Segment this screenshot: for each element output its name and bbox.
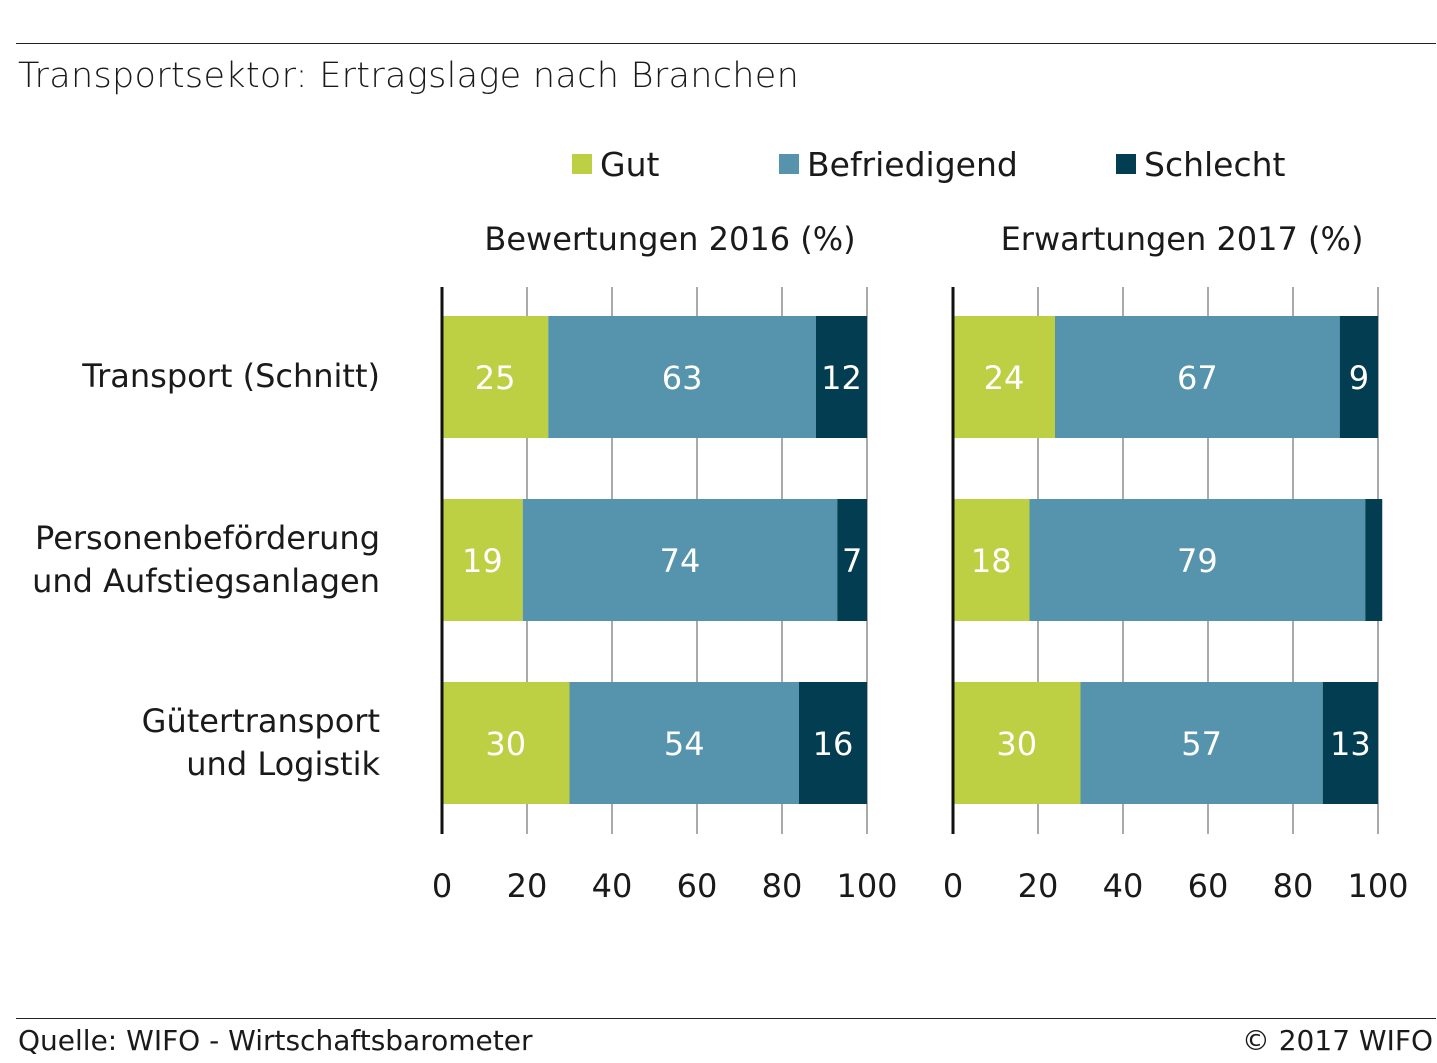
- legend-swatch-schlecht: [1116, 154, 1136, 174]
- bar-gut: [442, 316, 549, 438]
- legend-item-gut: Gut: [572, 144, 659, 184]
- x-tick-label: 60: [677, 867, 718, 905]
- panel-title-2016: Bewertungen 2016 (%): [484, 220, 856, 258]
- category-label-line: und Aufstiegsanlagen: [32, 562, 380, 600]
- category-label-line: und Logistik: [186, 745, 380, 783]
- data-label: 24: [984, 359, 1025, 397]
- data-label: 18: [971, 542, 1012, 580]
- data-label: 25: [475, 359, 516, 397]
- data-label: 7: [842, 542, 862, 580]
- bottom-rule: [16, 1018, 1436, 1019]
- category-label-line: Gütertransport: [141, 702, 380, 740]
- data-label: 67: [1177, 359, 1218, 397]
- x-tick-label: 20: [507, 867, 548, 905]
- bar-schlecht: [799, 682, 867, 804]
- footer-source: Quelle: WIFO - Wirtschaftsbarometer: [18, 1024, 533, 1057]
- data-label: 63: [662, 359, 703, 397]
- bar-befriedigend: [522, 499, 838, 621]
- panel-title-2017: Erwartungen 2017 (%): [1000, 220, 1364, 258]
- data-label: 16: [813, 725, 854, 763]
- legend-label-schlecht: Schlecht: [1144, 144, 1286, 184]
- x-tick-label: 40: [592, 867, 633, 905]
- bar-gut: [442, 499, 523, 621]
- bar-befriedigend: [548, 316, 816, 438]
- data-label: 13: [1330, 725, 1371, 763]
- x-tick-label: 60: [1188, 867, 1229, 905]
- data-label: 54: [664, 725, 705, 763]
- legend-item-schlecht: Schlecht: [1116, 144, 1285, 184]
- data-label: 57: [1181, 725, 1222, 763]
- data-label: 74: [660, 542, 701, 580]
- category-label-line: Personenbeförderung: [35, 519, 380, 557]
- x-tick-label: 80: [1273, 867, 1314, 905]
- x-tick-label: 0: [943, 867, 963, 905]
- category-label-guetertransport: Gütertransport und Logistik: [142, 700, 380, 786]
- x-tick-label: 40: [1103, 867, 1144, 905]
- bar-gut: [953, 499, 1030, 621]
- top-rule: [16, 43, 1436, 44]
- x-tick-label: 0: [432, 867, 452, 905]
- category-label-transport: Transport (Schnitt): [82, 355, 380, 398]
- data-label: 9: [1349, 359, 1369, 397]
- data-label: 30: [996, 725, 1037, 763]
- bar-gut: [953, 682, 1081, 804]
- data-label: 30: [485, 725, 526, 763]
- x-tick-label: 100: [836, 867, 897, 905]
- bar-schlecht: [1339, 316, 1378, 438]
- bar-befriedigend: [1055, 316, 1340, 438]
- bar-gut: [953, 316, 1055, 438]
- x-tick-label: 100: [1347, 867, 1408, 905]
- bar-befriedigend: [1080, 682, 1323, 804]
- bar-gut: [442, 682, 570, 804]
- bar-schlecht: [837, 499, 867, 621]
- chart-title: Transportsektor: Ertragslage nach Branch…: [18, 56, 800, 96]
- x-tick-label: 20: [1018, 867, 1059, 905]
- legend-label-gut: Gut: [600, 144, 660, 184]
- bar-befriedigend: [569, 682, 799, 804]
- legend-item-befriedigend: Befriedigend: [779, 144, 1018, 184]
- bar-schlecht: [816, 316, 867, 438]
- category-label-personenbefoerderung: Personenbeförderung und Aufstiegsanlagen: [32, 517, 380, 603]
- legend-label-befriedigend: Befriedigend: [807, 144, 1018, 184]
- data-label: 12: [821, 359, 862, 397]
- footer-copyright: © 2017 WIFO: [1241, 1024, 1433, 1057]
- legend-swatch-gut: [572, 154, 592, 174]
- data-label: 19: [462, 542, 503, 580]
- legend-swatch-befriedigend: [779, 154, 799, 174]
- category-label-line: Transport (Schnitt): [82, 357, 380, 395]
- bar-befriedigend: [1029, 499, 1366, 621]
- bar-schlecht: [1365, 499, 1383, 621]
- x-tick-label: 80: [762, 867, 803, 905]
- bar-schlecht: [1322, 682, 1378, 804]
- data-label: 79: [1177, 542, 1218, 580]
